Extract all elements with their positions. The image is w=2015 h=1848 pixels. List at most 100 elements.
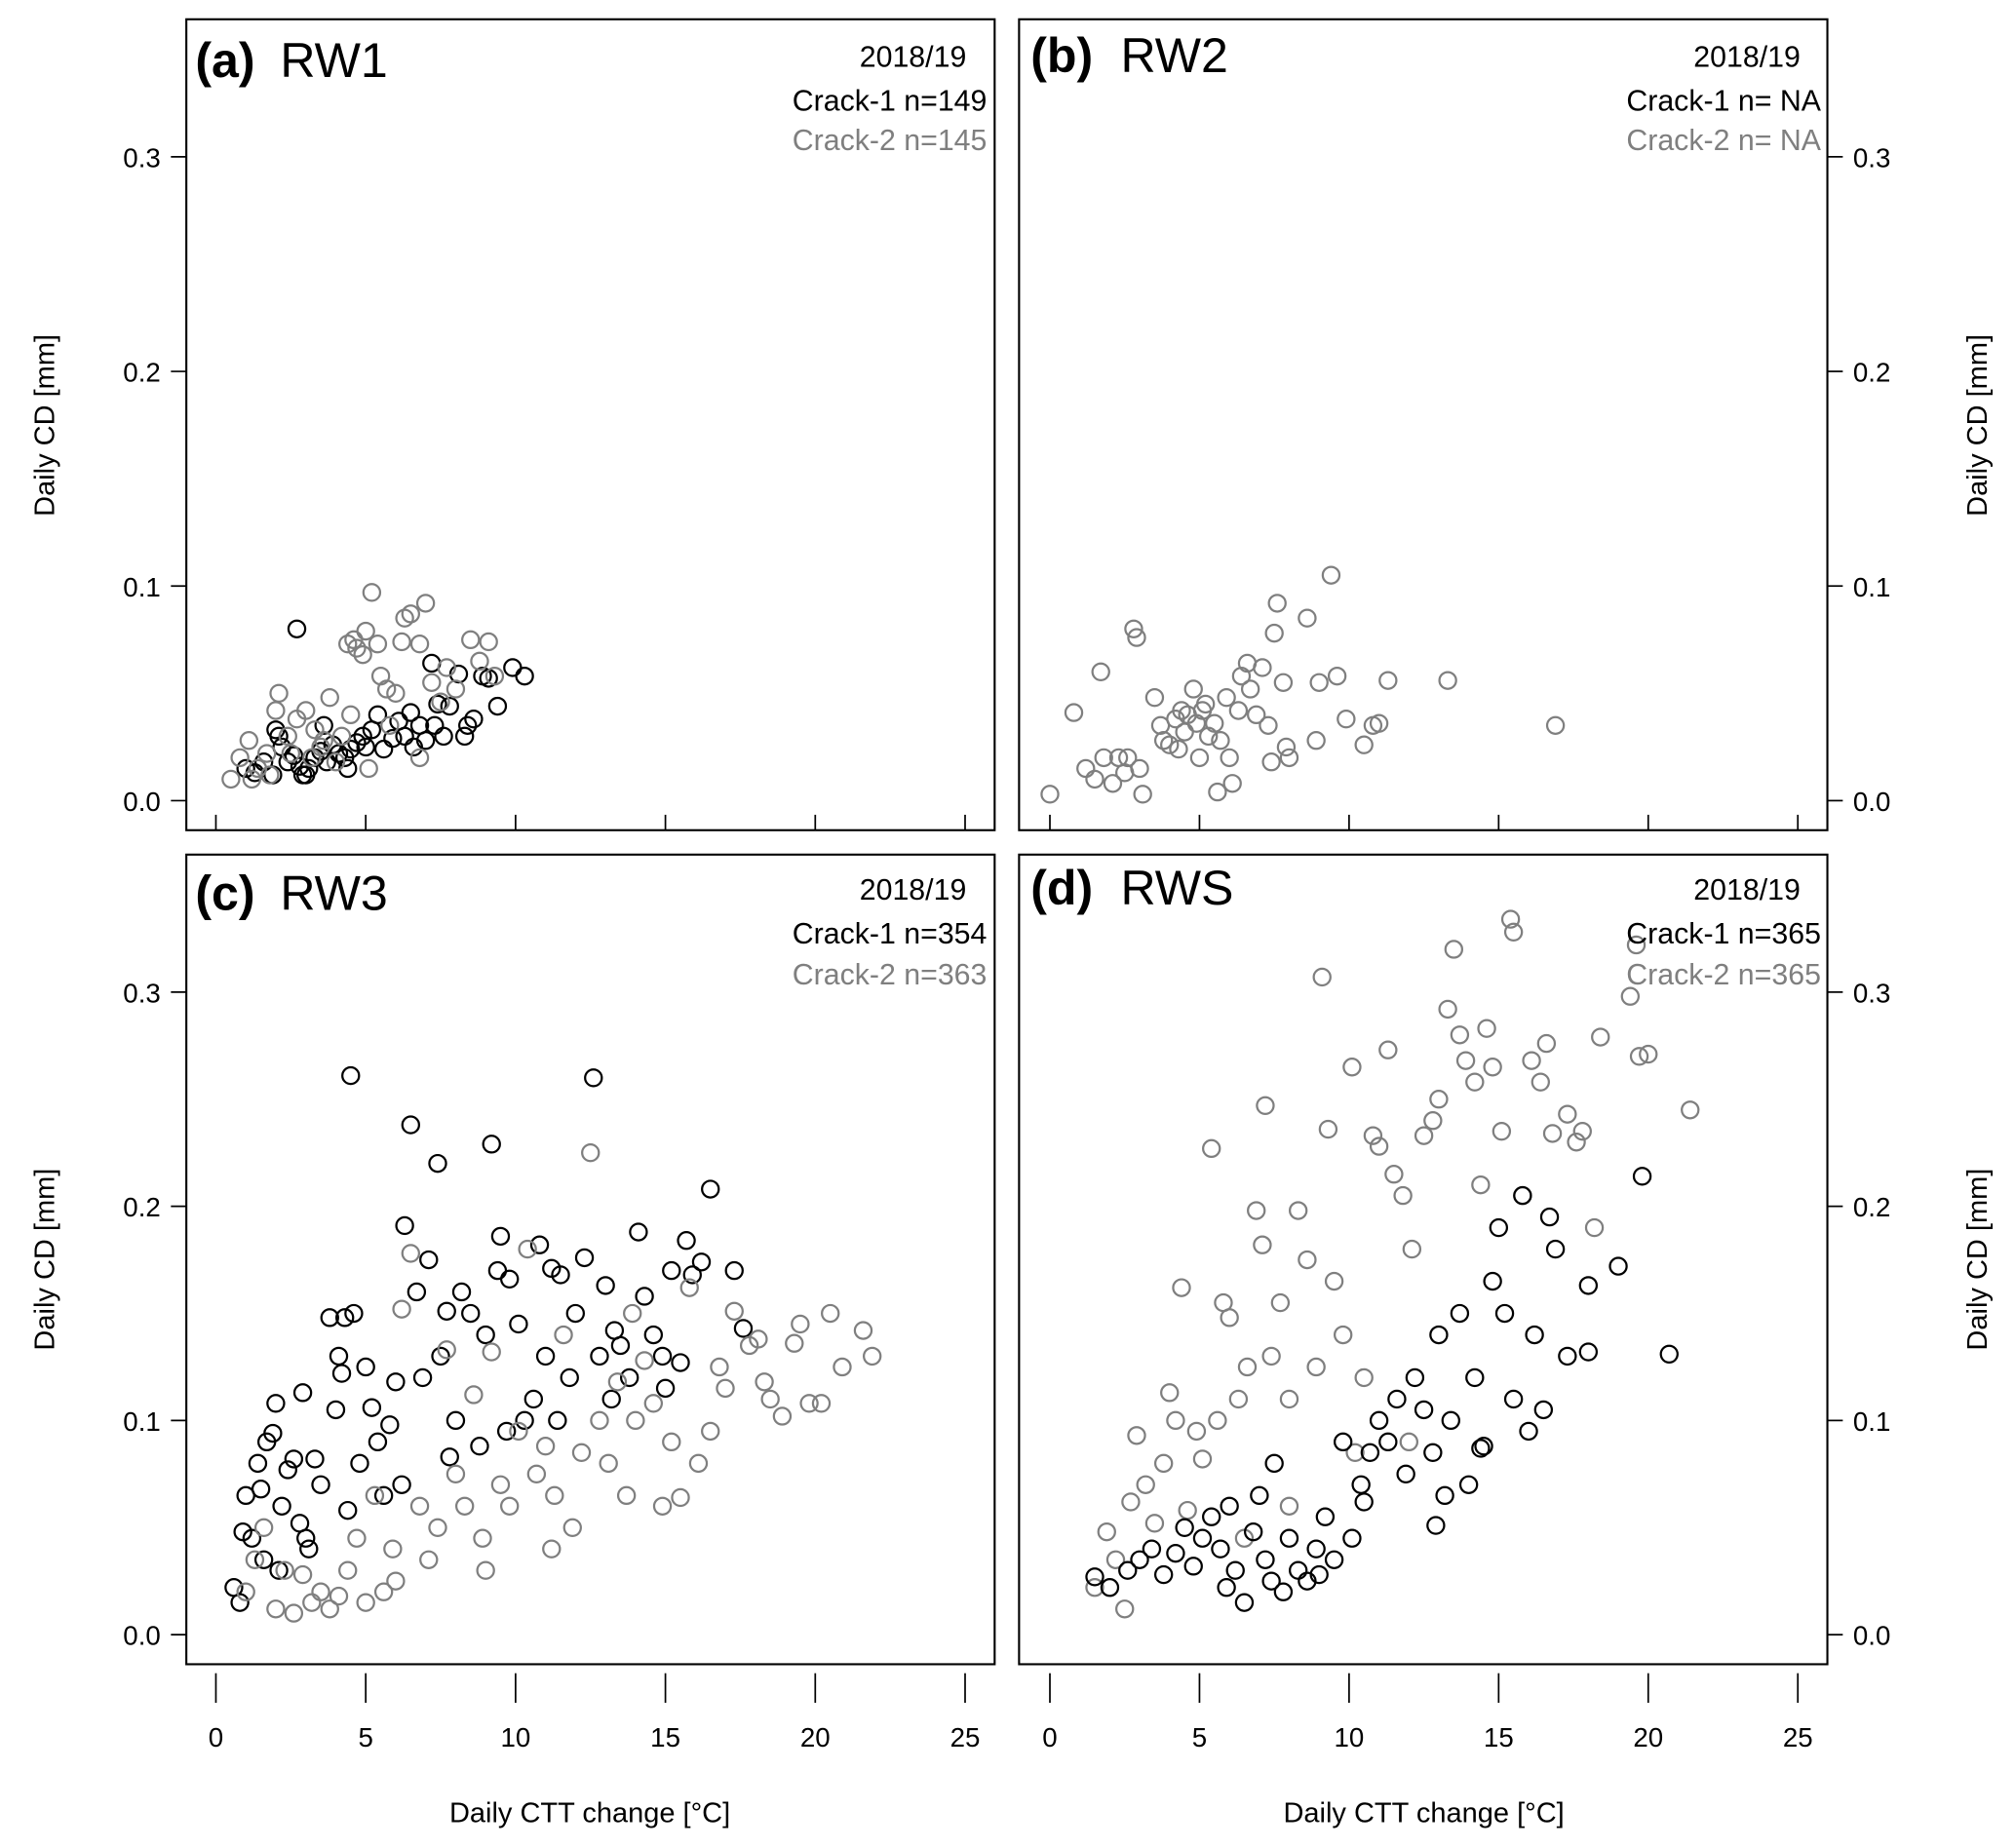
panel-d-x-label: Daily CTT change [°C] — [1283, 1798, 1564, 1829]
x-tick-label: 15 — [650, 1722, 680, 1752]
y-tick-label: 0.0 — [123, 1621, 160, 1651]
panel-c-crack2-point — [581, 1143, 601, 1163]
panel-a-crack2-point — [415, 594, 436, 613]
panel-a-crack1-point — [368, 705, 388, 725]
panel-d-crack2-point — [1444, 940, 1464, 959]
panel-c-crack1-point — [655, 1378, 676, 1399]
panel-d-crack2-point — [1160, 1383, 1180, 1403]
panel-c-crack1-point — [292, 1383, 313, 1403]
panel-a-crack1-point — [401, 703, 420, 722]
panel-b-crack2-point — [1130, 758, 1149, 779]
panel-c-crack2-point — [821, 1303, 840, 1324]
panel-b-crack2-point — [1133, 785, 1152, 804]
panel-a-crack2-point — [362, 583, 382, 602]
panel-c-crack2-point — [791, 1314, 810, 1334]
panel-c-crack2-point — [652, 1496, 673, 1516]
panel-c-crack1-point — [551, 1265, 570, 1285]
panel-c-crack1-point — [701, 1179, 720, 1199]
panel-b-crack2-point — [1279, 748, 1299, 768]
panel-b-season: 2018/19 — [1693, 42, 1801, 74]
panel-a-crack2-point — [484, 666, 505, 686]
panel-a-crack2-point — [281, 744, 301, 763]
x-tick-label: 25 — [1783, 1722, 1813, 1752]
panel-b-crack2-point — [1189, 748, 1210, 768]
panel-b-crack2-point — [1327, 666, 1347, 686]
panel-d-crack2-point — [1178, 1500, 1197, 1521]
panel-a-crack1-point — [236, 758, 255, 779]
panel-c-crack2-point — [701, 1421, 720, 1442]
panel-c-crack1-point — [428, 1153, 447, 1174]
panel-a-crack1-point — [284, 746, 304, 765]
panel-d-crack1-point — [1578, 1342, 1599, 1362]
panel-d-crack1-point — [1396, 1464, 1415, 1484]
panel-d-crack2-point — [1393, 1185, 1413, 1206]
panel-d-crack2-point — [1378, 1040, 1398, 1059]
panel-c-crack1-point — [326, 1400, 346, 1420]
panel-b-crack2-point — [1298, 608, 1317, 628]
panel-a-crack1-point — [434, 726, 453, 747]
panel-d-crack2-point — [1202, 1138, 1221, 1159]
y-tick-label: 0.3 — [1853, 142, 1890, 173]
panel-b-y-label: Daily CD [mm] — [1962, 334, 1994, 517]
y-tick-label: 0.1 — [123, 572, 160, 602]
panel-a-site: RW1 — [280, 33, 387, 88]
panel-c-crack2-point — [607, 1372, 628, 1392]
panel-d-crack2-point — [1363, 1126, 1383, 1145]
panel-b-crack2-point — [1124, 619, 1143, 638]
panel-d-crack1-point — [1458, 1475, 1479, 1494]
panel-d-crack2-point — [1253, 1235, 1272, 1254]
panel-d-crack1-point — [1279, 1528, 1299, 1548]
panel-a-crack1-point — [383, 728, 403, 749]
panel-d-crack1-point — [1183, 1557, 1203, 1576]
panel-d-crack1-point — [1273, 1582, 1294, 1601]
panel-c-crack2-point — [292, 1564, 313, 1585]
panel-c-crack1-point — [515, 1410, 534, 1431]
panel-c-crack2-point — [482, 1342, 501, 1362]
panel-d-crack2-point — [1542, 1124, 1563, 1143]
panel-d-site: RWS — [1121, 861, 1234, 915]
panel-d-crack2-point — [1115, 1599, 1135, 1619]
panel-c-crack1-point — [499, 1269, 520, 1289]
panel-d-crack2-point — [1105, 1550, 1126, 1569]
panel-c-crack1-point — [601, 1389, 621, 1409]
panel-d-crack2-point — [1620, 986, 1641, 1006]
panel-b-crack2-point — [1208, 782, 1227, 802]
panel-d-crack1-point — [1513, 1185, 1532, 1206]
panel-c-crack1-point — [733, 1319, 754, 1338]
panel-c-crack1-point — [299, 1539, 319, 1559]
panel-c-crack2-point — [275, 1560, 294, 1580]
panel-c-crack1-point — [373, 1485, 394, 1506]
y-tick-label: 0.2 — [123, 1192, 160, 1222]
panel-d-crack2-point — [1369, 1136, 1389, 1156]
panel-c-crack2-point — [329, 1586, 349, 1606]
panel-d-crack2-point — [1270, 1292, 1291, 1313]
panel-d-crack2-point — [1584, 1217, 1605, 1238]
panel-d-crack2-point — [1681, 1100, 1700, 1120]
panel-b-x-ticks — [1049, 814, 1800, 830]
panel-c-site: RW3 — [280, 866, 387, 920]
panel-a-crack2-point — [326, 752, 346, 772]
panel-a-crack1-point — [454, 726, 475, 747]
panel-d-points — [1085, 909, 1700, 1619]
panel-c-crack2-point — [266, 1599, 286, 1619]
panel-d-crack2-point — [1626, 935, 1647, 955]
panel-c-crack1-point — [548, 1410, 567, 1431]
panel-c-crack2-point — [409, 1496, 430, 1516]
panel-a-crack1-point — [356, 737, 375, 757]
panel-d-crack2-point — [1384, 1165, 1404, 1184]
panel-c-crack2-point — [236, 1582, 255, 1601]
panel-d-crack1-point — [1306, 1539, 1326, 1559]
panel-d-crack1-point — [1369, 1410, 1389, 1431]
panel-c-crack1-point — [419, 1250, 439, 1270]
panel-a-crack1-point — [299, 758, 319, 779]
panel-c-crack2-point — [755, 1372, 774, 1392]
panel-c-crack2-point — [785, 1333, 804, 1353]
panel-b-legend-crack1: Crack-1 n= NA — [1626, 85, 1821, 117]
panel-c-crack2-point — [320, 1599, 339, 1619]
panel-c-crack1-point — [724, 1260, 744, 1281]
panel-d-legend-crack1: Crack-1 n=365 — [1626, 918, 1821, 950]
panel-c-crack2-point — [833, 1357, 852, 1377]
panel-d-crack2-point — [1429, 1090, 1449, 1109]
panel-d-crack1-point — [1211, 1539, 1230, 1559]
